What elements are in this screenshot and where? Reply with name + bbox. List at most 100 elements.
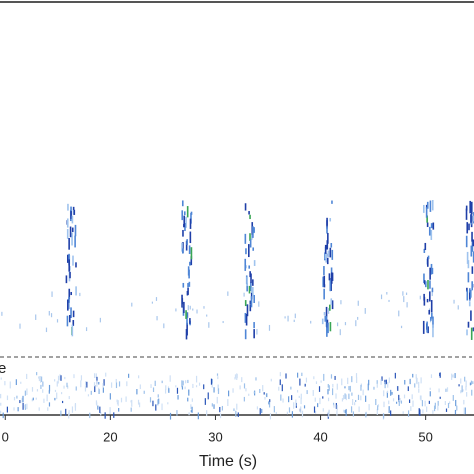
noise [313,376,315,380]
call-stroke [253,227,255,233]
noise [348,386,350,391]
noise [136,389,138,395]
noise [469,382,472,386]
noise [414,383,416,388]
call-stroke [330,272,333,284]
call-stroke [181,242,183,252]
noise [48,384,51,392]
call [321,200,334,337]
noise [419,409,421,416]
call-stroke [248,244,250,258]
call-stroke [326,217,328,226]
noise [118,381,121,387]
call-stroke [69,226,72,238]
call-stroke [430,229,433,240]
noise [120,397,123,403]
noise [399,398,401,403]
call-stroke [432,222,435,230]
noise [445,408,448,412]
call-stroke [423,273,425,283]
noise [444,401,446,405]
noise [275,411,277,415]
noise [452,375,454,378]
call-stroke [249,214,251,220]
noise [207,392,209,400]
call-stroke [70,211,72,219]
noise [429,387,431,390]
noise [268,402,271,408]
noise [301,372,303,377]
noise [63,385,65,389]
noise [375,398,377,406]
call-stroke [66,315,69,327]
noise [190,404,192,409]
noise [191,406,193,413]
noise [465,380,467,387]
noise [56,381,58,387]
noise [268,401,270,405]
noise [273,406,275,413]
call-stroke [468,223,470,231]
noise [150,384,152,389]
noise [327,389,329,395]
x-tick-label: 50 [418,429,432,444]
call-stroke [186,206,189,218]
noise [295,399,297,407]
noise [437,405,439,411]
call-stroke [430,300,433,313]
noise [386,292,388,295]
noise [327,397,330,402]
call-stroke [432,316,434,328]
noise [380,294,383,300]
noise [407,410,410,417]
noise [376,408,378,415]
noise [219,406,221,413]
noise [103,379,105,386]
call-stroke [428,309,431,315]
call-stroke [327,250,330,258]
noise [290,386,292,390]
call-stroke [467,260,470,269]
noise [332,402,335,406]
call-stroke [323,288,325,300]
call-stroke [248,265,251,269]
call-stroke [189,218,192,229]
noise [26,373,28,380]
noise [35,314,37,320]
noise [256,406,259,410]
noise [332,383,334,388]
noise [402,411,404,414]
noise [151,301,153,304]
noise [360,384,362,391]
call-stroke [190,212,192,224]
call-stroke [75,286,77,296]
noise [137,399,140,405]
noise [380,379,382,385]
noise [96,376,98,384]
call-stroke [431,200,434,211]
noise [115,382,118,389]
noise [331,388,334,396]
noise [13,407,15,411]
call-stroke [429,267,431,280]
noise [208,322,210,328]
call-stroke [182,229,184,237]
noise [394,372,396,379]
noise [411,394,413,400]
noise [26,403,28,410]
call-stroke [423,248,426,253]
call-stroke [426,201,429,209]
noise [351,376,353,383]
noise [227,291,229,296]
noise [463,407,465,415]
noise [6,406,8,413]
noise [293,402,295,409]
call-stroke [183,223,185,228]
noise [424,400,426,407]
noise [161,380,163,384]
noise [155,404,157,411]
noise [217,384,219,389]
call-stroke [72,320,75,326]
noise [38,376,41,382]
call-stroke [68,315,71,323]
